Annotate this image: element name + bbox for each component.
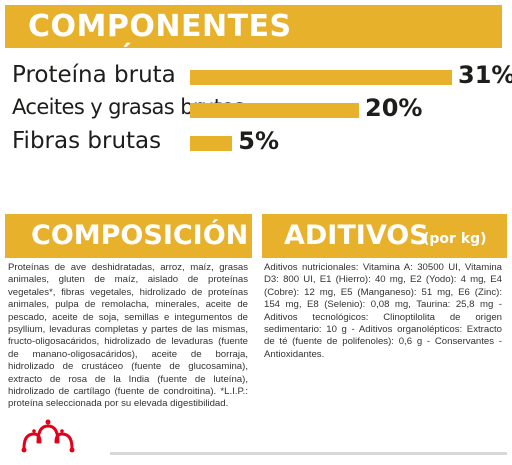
bar-value: 31%	[458, 61, 512, 89]
bar-fill	[190, 70, 452, 85]
footer-divider	[110, 452, 507, 455]
additives-subtitle: (por kg)	[423, 231, 487, 247]
bar-label: Fibras brutas	[12, 128, 162, 154]
analytics-banner: COMPONENTES ANALÍTICOS	[5, 5, 502, 79]
additives-banner: ADITIVOS (por kg)	[262, 214, 507, 258]
royal-crown-icon	[21, 419, 75, 453]
analytics-title: COMPONENTES ANALÍTICOS	[28, 9, 292, 79]
bar-fill	[190, 103, 360, 118]
bar-value: 20%	[365, 94, 423, 122]
additives-title: ADITIVOS	[284, 220, 429, 251]
composition-title: COMPOSICIÓN	[31, 220, 249, 251]
composition-banner: COMPOSICIÓN	[5, 214, 252, 258]
bar-fill	[190, 136, 233, 151]
bar-label: Proteína bruta	[12, 62, 176, 88]
composition-text: Proteínas de ave deshidratadas, arroz, m…	[8, 262, 248, 410]
bar-value: 5%	[238, 127, 279, 155]
additives-text: Aditivos nutricionales: Vitamina A: 3050…	[264, 262, 502, 360]
